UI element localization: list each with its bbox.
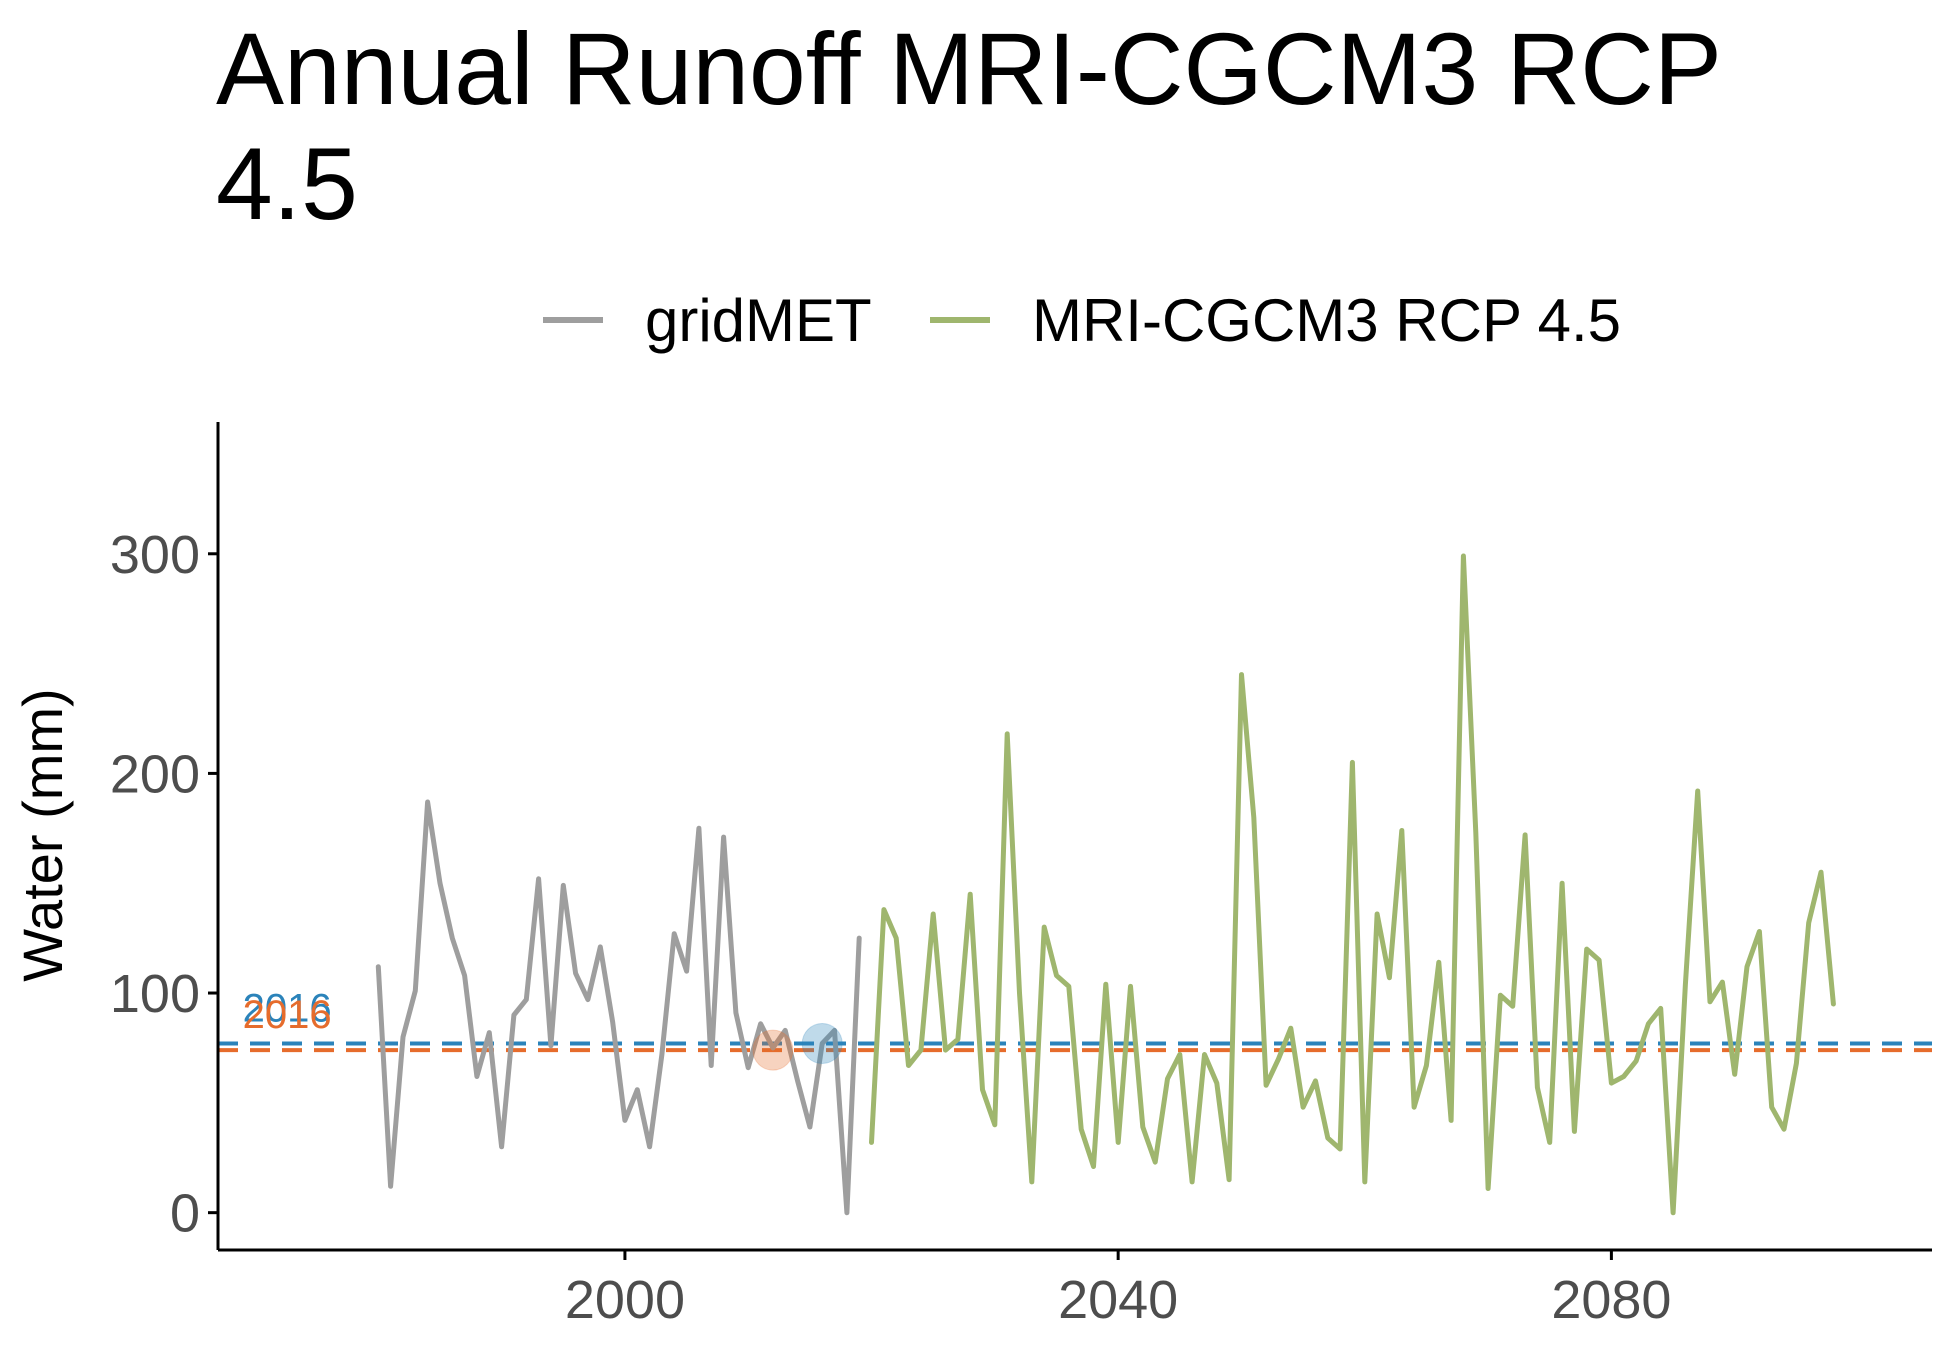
y-axis-title: Water (mm) <box>11 688 74 981</box>
legend-label-0: gridMET <box>645 287 872 354</box>
series-line-0 <box>375 799 862 1216</box>
highlight-points <box>752 1023 843 1071</box>
y-tick-label-0: 0 <box>170 1184 200 1244</box>
series-lines <box>375 553 1836 1216</box>
legend: gridMET MRI-CGCM3 RCP 4.5 <box>543 287 1621 354</box>
axes: 0 100 200 300 2000 2040 2080 <box>110 422 1932 1330</box>
x-tick-label-2080: 2080 <box>1551 1270 1671 1330</box>
annotation-label-orange: 2016 <box>243 993 332 1037</box>
legend-label-1: MRI-CGCM3 RCP 4.5 <box>1032 287 1621 354</box>
x-tick-label-2000: 2000 <box>565 1270 685 1330</box>
y-tick-label-100: 100 <box>110 964 200 1024</box>
highlight-point-blue <box>801 1023 843 1065</box>
x-tick-label-2040: 2040 <box>1058 1270 1178 1330</box>
chart-title: Annual Runoff MRI-CGCM3 RCP 4.5 <box>216 12 1721 241</box>
annotation-label-blue: 2016 <box>243 987 332 1031</box>
series-line-1 <box>869 553 1836 1216</box>
y-tick-label-300: 300 <box>110 525 200 585</box>
y-tick-label-200: 200 <box>110 744 200 804</box>
highlight-point-orange <box>752 1029 794 1071</box>
